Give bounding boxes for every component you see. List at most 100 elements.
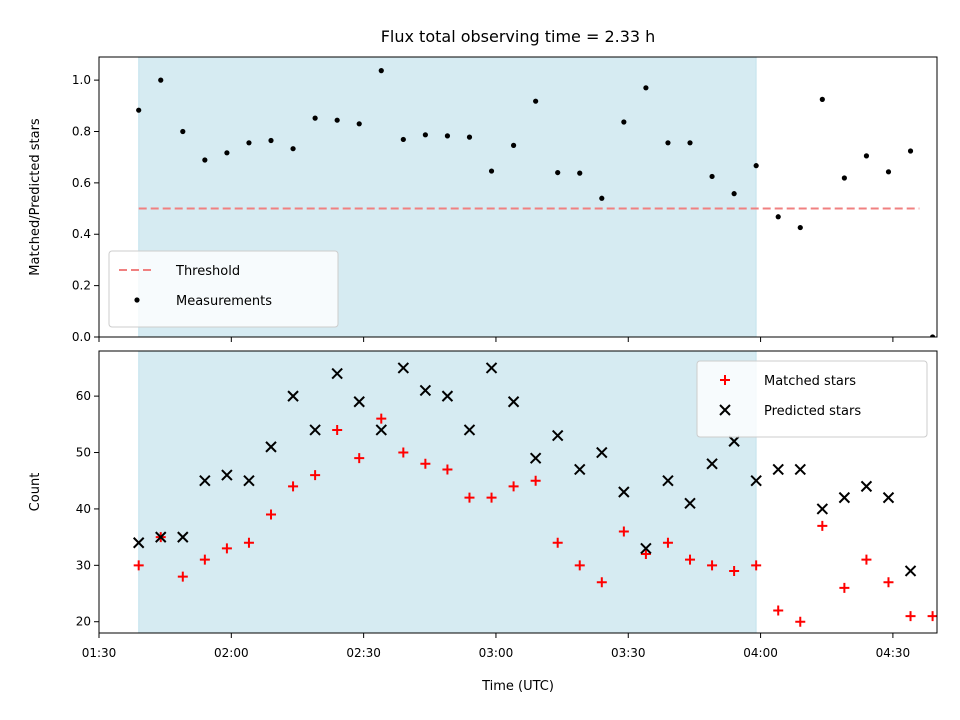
measurement-point (841, 175, 847, 181)
measurement-point (863, 153, 870, 159)
y-tick-label: 50 (76, 446, 91, 460)
y-axis-label: Count (28, 473, 43, 512)
predicted-point (353, 396, 365, 408)
matched-point (773, 605, 784, 616)
axes-frame (98, 350, 938, 634)
predicted-point (551, 429, 564, 442)
y-tick-label: 0.4 (72, 227, 91, 241)
measurement-point (621, 119, 627, 125)
predicted-point (816, 503, 829, 515)
legend-label: Measurements (176, 294, 272, 309)
predicted-point (904, 565, 917, 577)
matched-point (618, 526, 629, 537)
matched-point (177, 571, 188, 582)
y-tick-label: 40 (76, 502, 91, 516)
legend-label: Predicted stars (764, 404, 861, 419)
series-group (136, 68, 936, 337)
measurement-point (731, 191, 737, 197)
matched-point (905, 611, 916, 622)
matched-point (685, 554, 696, 565)
matched-point (640, 549, 651, 560)
predicted-point (529, 452, 542, 464)
x-tick-label: 04:00 (743, 646, 778, 660)
measurement-point (819, 96, 825, 102)
measurement-point (466, 134, 473, 140)
legend-x-swatch (719, 404, 731, 416)
matched-point (729, 565, 740, 576)
predicted-point (750, 475, 762, 487)
measurement-point (422, 132, 428, 138)
legend-box (108, 250, 339, 328)
predicted-point (728, 435, 740, 447)
x-tick-label: 03:30 (611, 646, 646, 660)
predicted-point (662, 475, 674, 487)
legend-dot-swatch (134, 297, 140, 303)
predicted-point (596, 446, 608, 459)
x-tick-label: 03:00 (479, 646, 514, 660)
x-tick-label: 02:30 (346, 646, 381, 660)
matched-point (354, 453, 365, 464)
predicted-point (375, 424, 387, 436)
predicted-point (640, 542, 652, 555)
count-panel: 20 30 40 50 60 01:30 02:00 02:30 03:00 03:30 04:00… (28, 350, 938, 660)
y-tick-label: 30 (76, 558, 91, 572)
predicted-point (132, 537, 145, 549)
predicted-point (199, 475, 211, 487)
legend-box (696, 360, 928, 438)
predicted-point (794, 463, 806, 476)
predicted-point (772, 463, 784, 476)
legend: Threshold Measurements (108, 250, 339, 328)
matched-point (442, 464, 453, 475)
measurement-point (202, 157, 208, 163)
ratio-panel: 0.0 0.2 0.4 0.6 0.8 1.0 Matched/Predicted star… (28, 56, 938, 344)
predicted-point (287, 390, 299, 402)
matched-point (552, 537, 563, 548)
measurement-point (665, 140, 671, 146)
predicted-point (463, 424, 476, 436)
predicted-point (419, 384, 432, 397)
x-tick-label: 01:30 (82, 646, 117, 660)
measurement-point (246, 140, 252, 146)
matched-point (221, 543, 232, 554)
matched-point (243, 537, 254, 548)
legend-label: Matched stars (764, 374, 856, 389)
measurement-point (224, 150, 230, 156)
matched-point (332, 424, 343, 435)
measurement-point (356, 121, 362, 127)
measurement-point (753, 163, 759, 169)
matched-point (751, 560, 762, 571)
measurement-point (797, 224, 803, 231)
predicted-point (485, 362, 498, 374)
matched-point (662, 537, 673, 548)
matched-point (199, 554, 210, 565)
predicted-point (860, 480, 873, 493)
measurement-point (444, 133, 451, 139)
x-tick-label: 04:30 (876, 646, 911, 660)
y-tick-label: 0.2 (72, 279, 91, 293)
x-tick-label: 02:00 (214, 646, 249, 660)
measurement-point (599, 195, 605, 201)
observing-window-band (138, 350, 757, 634)
predicted-point (309, 424, 321, 436)
y-tick-label: 0.6 (72, 176, 91, 190)
matched-point (883, 577, 894, 588)
measurement-point (555, 169, 561, 176)
y-tick-label: 20 (76, 615, 91, 629)
matched-point (574, 560, 585, 571)
matched-point (288, 481, 299, 492)
measurement-point (709, 173, 715, 180)
y-tick-label: 60 (76, 389, 91, 403)
measurement-point (643, 85, 649, 91)
matched-point (530, 475, 541, 486)
measurement-point (775, 214, 781, 220)
matched-point (133, 560, 144, 571)
measurement-point (290, 146, 296, 152)
matched-point (839, 582, 850, 593)
predicted-point (706, 458, 718, 470)
measurement-point (687, 140, 693, 146)
measurement-point (488, 168, 495, 174)
predicted-point (221, 469, 233, 481)
matched-point (376, 413, 387, 424)
predicted-point (397, 362, 410, 374)
